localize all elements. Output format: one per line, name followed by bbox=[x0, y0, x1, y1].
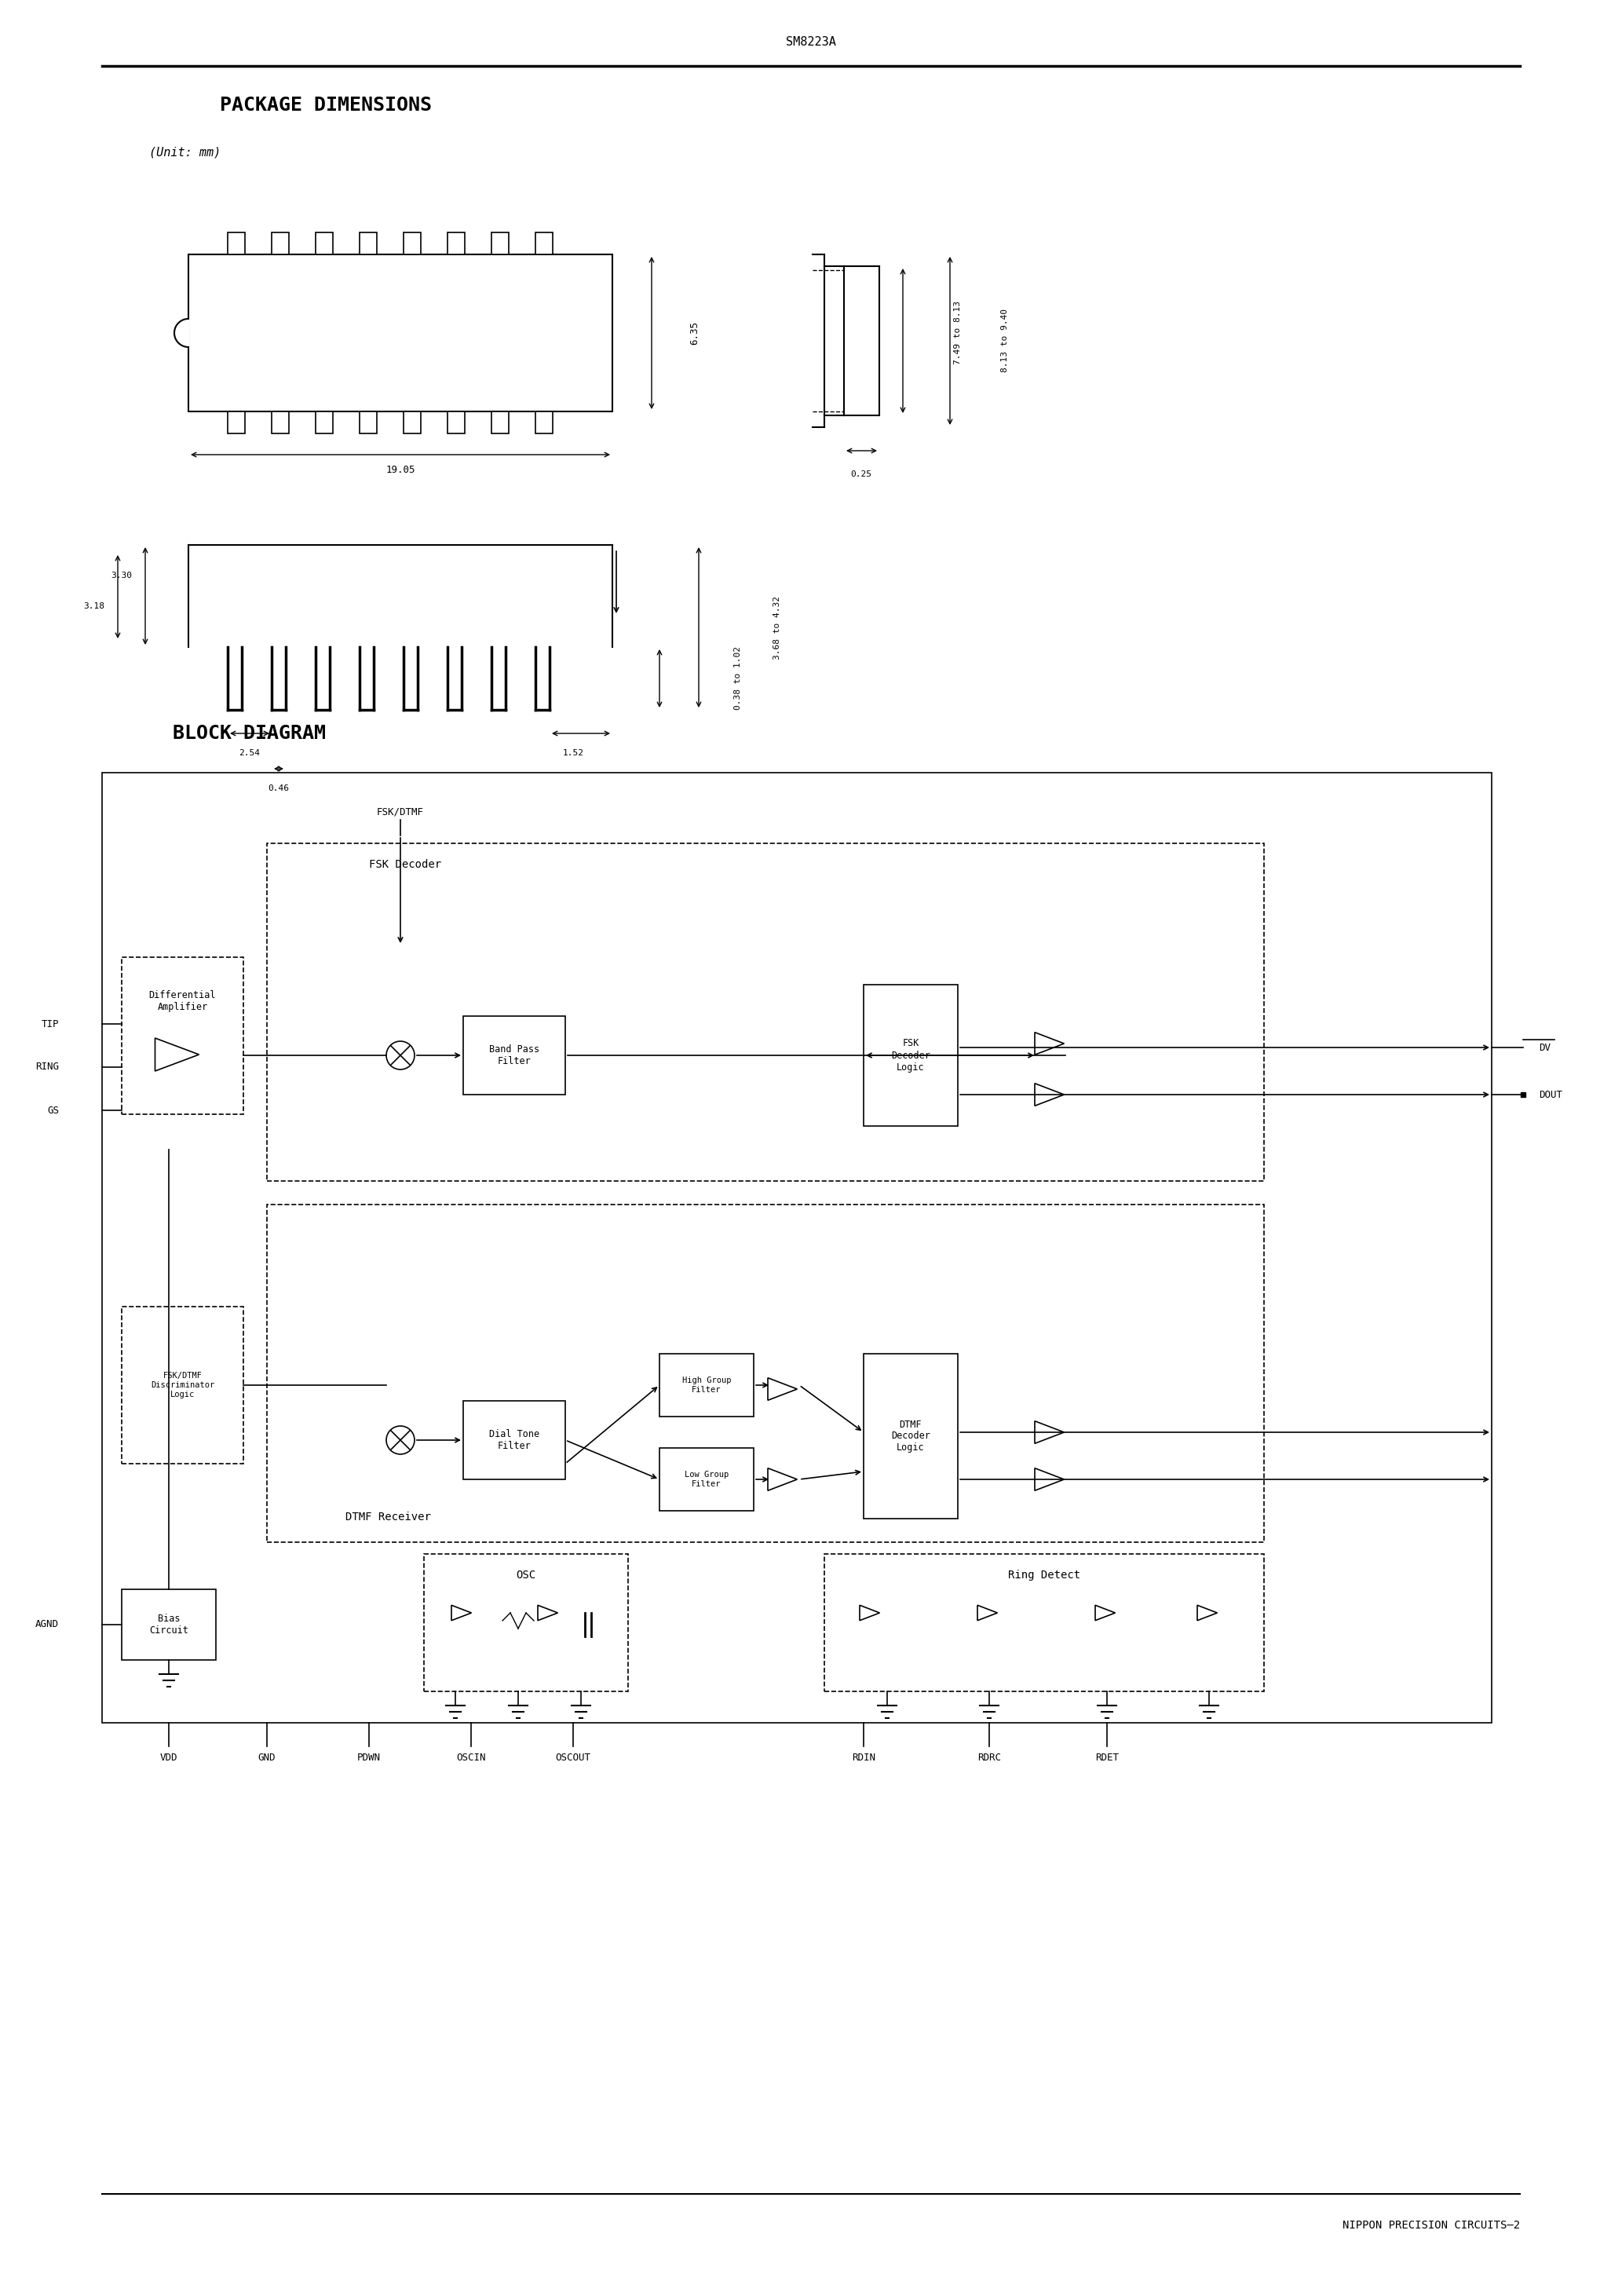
Bar bbox=[271, 232, 289, 255]
Text: 6.35: 6.35 bbox=[689, 321, 701, 344]
Text: OSC: OSC bbox=[516, 1570, 535, 1580]
Bar bbox=[448, 411, 466, 434]
Bar bbox=[227, 411, 245, 434]
Text: BLOCK DIAGRAM: BLOCK DIAGRAM bbox=[172, 723, 326, 744]
Polygon shape bbox=[1035, 1467, 1064, 1490]
Text: Ring Detect: Ring Detect bbox=[1007, 1570, 1080, 1580]
Bar bbox=[863, 985, 959, 1125]
Text: 0.25: 0.25 bbox=[850, 471, 873, 478]
Polygon shape bbox=[978, 1605, 998, 1621]
Bar bbox=[102, 774, 1492, 1722]
Bar bbox=[535, 232, 553, 255]
Text: Low Group
Filter: Low Group Filter bbox=[684, 1472, 728, 1488]
Text: (Unit: mm): (Unit: mm) bbox=[149, 147, 221, 158]
Text: NIPPON PRECISION CIRCUITS—2: NIPPON PRECISION CIRCUITS—2 bbox=[1343, 2220, 1520, 2232]
Text: Dial Tone
Filter: Dial Tone Filter bbox=[490, 1428, 540, 1451]
Bar bbox=[824, 1554, 1264, 1692]
Bar bbox=[404, 232, 420, 255]
Bar bbox=[268, 1205, 1264, 1543]
Text: DTMF Receiver: DTMF Receiver bbox=[345, 1511, 431, 1522]
Text: Bias
Circuit: Bias Circuit bbox=[149, 1614, 188, 1635]
Polygon shape bbox=[767, 1378, 796, 1401]
Bar bbox=[464, 1017, 564, 1095]
Bar bbox=[404, 411, 420, 434]
Bar bbox=[464, 1401, 564, 1479]
Bar bbox=[188, 255, 613, 411]
Text: GS: GS bbox=[47, 1104, 58, 1116]
Text: Differential
Amplifier: Differential Amplifier bbox=[149, 990, 216, 1013]
Text: AGND: AGND bbox=[36, 1619, 58, 1630]
Text: DOUT: DOUT bbox=[1539, 1091, 1562, 1100]
Text: TIP: TIP bbox=[41, 1019, 58, 1029]
Text: FSK Decoder: FSK Decoder bbox=[368, 859, 441, 870]
Text: VDD: VDD bbox=[161, 1754, 178, 1763]
Polygon shape bbox=[1095, 1605, 1116, 1621]
Text: FSK/DTMF: FSK/DTMF bbox=[376, 806, 423, 817]
Bar bbox=[423, 1554, 628, 1692]
Bar bbox=[316, 232, 333, 255]
Text: OSCOUT: OSCOUT bbox=[555, 1754, 590, 1763]
Text: 3.30: 3.30 bbox=[110, 572, 133, 579]
Bar bbox=[660, 1449, 754, 1511]
Text: 2.54: 2.54 bbox=[238, 748, 260, 758]
Text: 1.52: 1.52 bbox=[563, 748, 584, 758]
Text: RDET: RDET bbox=[1095, 1754, 1119, 1763]
Bar bbox=[271, 411, 289, 434]
Bar bbox=[491, 232, 509, 255]
Text: 3.18: 3.18 bbox=[84, 602, 105, 611]
Bar bbox=[660, 1355, 754, 1417]
Bar bbox=[316, 411, 333, 434]
Text: 19.05: 19.05 bbox=[386, 466, 415, 475]
Bar bbox=[122, 1306, 243, 1463]
Text: OSCIN: OSCIN bbox=[456, 1754, 485, 1763]
Polygon shape bbox=[767, 1467, 796, 1490]
Text: DTMF
Decoder
Logic: DTMF Decoder Logic bbox=[890, 1419, 931, 1453]
Bar bbox=[535, 411, 553, 434]
Bar bbox=[122, 957, 243, 1114]
Polygon shape bbox=[539, 1605, 558, 1621]
Bar bbox=[448, 232, 466, 255]
Text: PACKAGE DIMENSIONS: PACKAGE DIMENSIONS bbox=[221, 96, 431, 115]
Text: SM8223A: SM8223A bbox=[787, 37, 835, 48]
Bar bbox=[360, 411, 376, 434]
Text: 3.68 to 4.32: 3.68 to 4.32 bbox=[774, 595, 782, 659]
Polygon shape bbox=[1035, 1033, 1064, 1054]
Text: 8.13 to 9.40: 8.13 to 9.40 bbox=[1001, 310, 1009, 372]
Text: 0.46: 0.46 bbox=[268, 785, 289, 792]
Text: Band Pass
Filter: Band Pass Filter bbox=[490, 1045, 540, 1065]
Text: RDIN: RDIN bbox=[852, 1754, 876, 1763]
Text: 7.49 to 8.13: 7.49 to 8.13 bbox=[954, 301, 962, 365]
Bar bbox=[360, 232, 376, 255]
Polygon shape bbox=[860, 1605, 879, 1621]
Bar bbox=[491, 411, 509, 434]
Text: GND: GND bbox=[258, 1754, 276, 1763]
Text: DV: DV bbox=[1539, 1042, 1551, 1052]
Polygon shape bbox=[1035, 1421, 1064, 1444]
Text: PDWN: PDWN bbox=[357, 1754, 381, 1763]
Bar bbox=[227, 232, 245, 255]
Polygon shape bbox=[1197, 1605, 1216, 1621]
Polygon shape bbox=[451, 1605, 472, 1621]
Text: RDRC: RDRC bbox=[978, 1754, 1001, 1763]
Polygon shape bbox=[1035, 1084, 1064, 1107]
Bar bbox=[122, 1589, 216, 1660]
Text: FSK
Decoder
Logic: FSK Decoder Logic bbox=[890, 1038, 931, 1072]
Text: High Group
Filter: High Group Filter bbox=[681, 1378, 732, 1394]
Text: RING: RING bbox=[36, 1063, 58, 1072]
Text: FSK/DTMF
Discriminator
Logic: FSK/DTMF Discriminator Logic bbox=[151, 1373, 214, 1398]
Text: 0.38 to 1.02: 0.38 to 1.02 bbox=[735, 647, 741, 709]
Bar bbox=[268, 843, 1264, 1180]
Bar bbox=[863, 1355, 959, 1518]
